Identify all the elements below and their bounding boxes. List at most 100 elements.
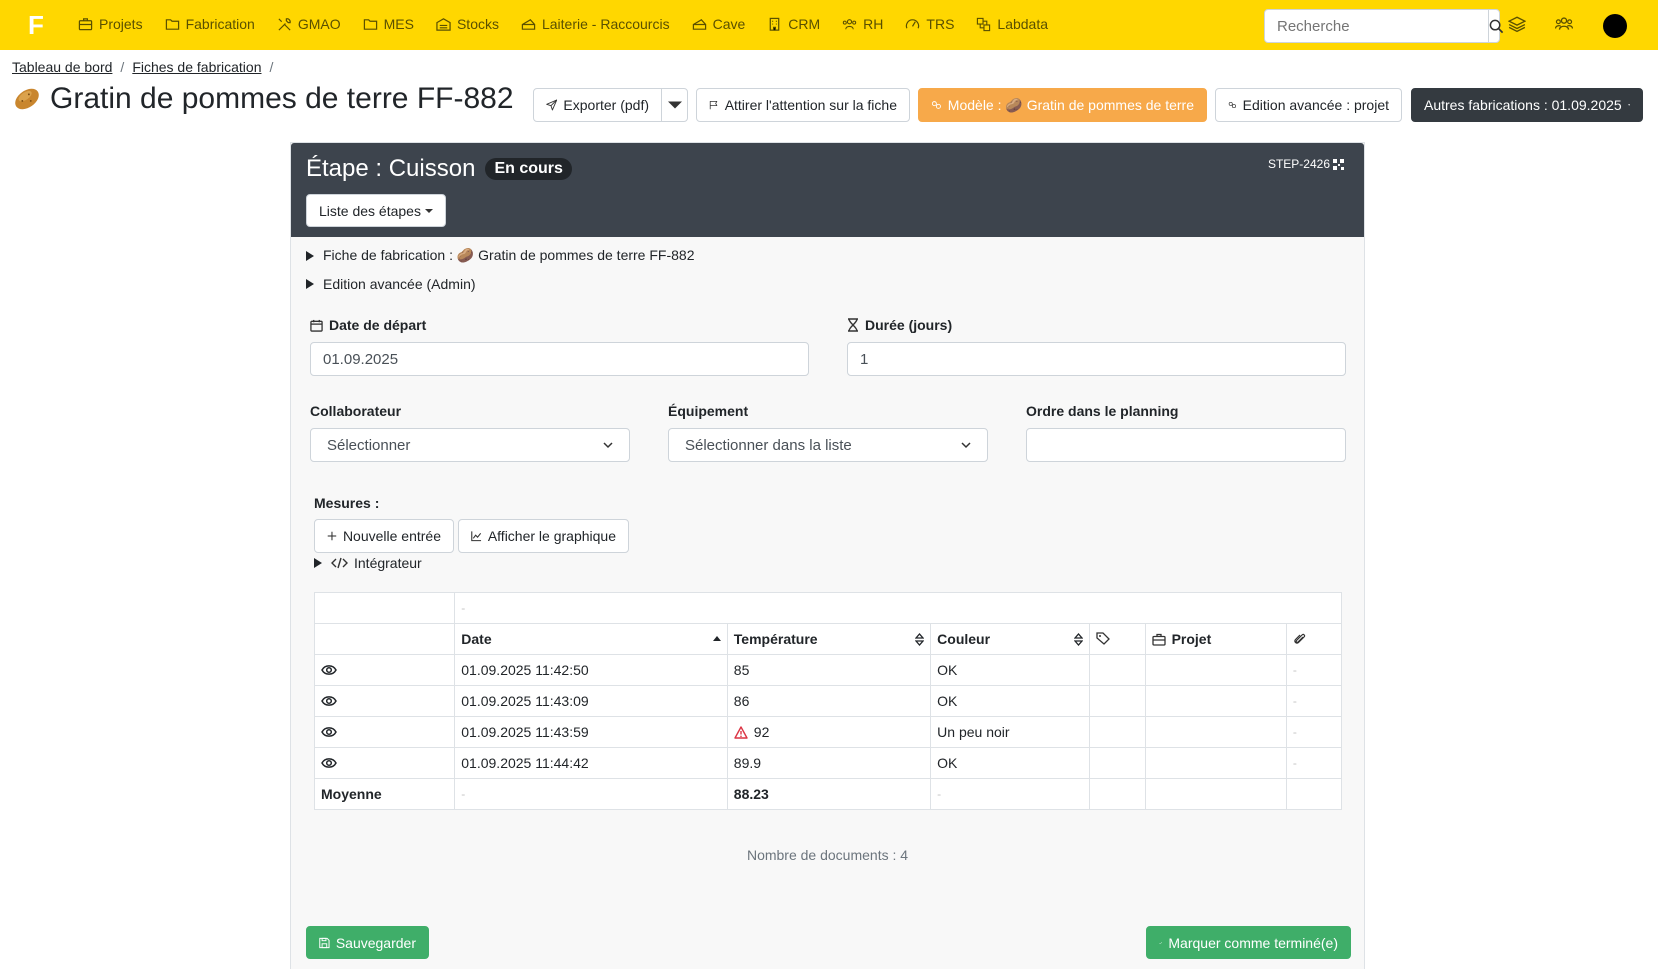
equipment-value: Sélectionner dans la liste <box>685 436 852 454</box>
row-date: 01.09.2025 11:44:42 <box>454 747 728 779</box>
steps-list-label: Liste des étapes <box>319 202 421 219</box>
column-header-label: Température <box>733 631 818 647</box>
measures-table: - Date Température Couleur Projet 01.09.… <box>313 592 1343 810</box>
nav-item-laiterie-raccourcis[interactable]: Laiterie - Raccourcis <box>521 16 670 32</box>
view-row-button[interactable] <box>313 747 456 779</box>
integrator-details[interactable]: Intégrateur <box>314 555 422 571</box>
layers-icon[interactable] <box>1508 15 1526 33</box>
row-color: OK <box>930 654 1091 686</box>
nav-item-label: Fabrication <box>185 16 255 32</box>
equipment-select[interactable]: Sélectionner dans la liste <box>668 428 988 462</box>
equipment-label: Équipement <box>668 403 749 419</box>
qrcode-icon <box>1333 158 1344 170</box>
breadcrumb-sheets[interactable]: Fiches de fabrication <box>132 59 262 75</box>
nav-menu: Projets Fabrication GMAO MES Stocks Laiterie … <box>78 0 1070 48</box>
show-chart-button[interactable]: Afficher le graphique <box>458 519 629 553</box>
search-box <box>1264 9 1504 43</box>
nav-item-trs[interactable]: TRS <box>905 16 954 32</box>
breadcrumb-dashboard[interactable]: Tableau de bord <box>12 59 113 75</box>
save-label: Sauvegarder <box>335 934 416 951</box>
row-temperature: 89.9 <box>726 747 932 779</box>
column-header-color[interactable]: Couleur <box>930 623 1091 655</box>
nav-item-cave[interactable]: Cave <box>692 16 745 32</box>
app-logo[interactable]: F <box>28 9 44 40</box>
page-title: Gratin de pommes de terre FF-882 <box>12 82 514 116</box>
other-fabrications-dropdown[interactable]: Autres fabrications : 01.09.2025 <box>1411 88 1643 122</box>
planning-order-input[interactable] <box>1026 428 1346 462</box>
paperclip-icon <box>1294 633 1305 644</box>
duration-input[interactable]: 1 <box>847 342 1346 376</box>
start-date-input[interactable]: 01.09.2025 <box>310 342 809 376</box>
documents-count: Nombre de documents : 4 <box>746 847 909 863</box>
send-icon <box>546 99 558 111</box>
nav-item-gmao[interactable]: GMAO <box>277 16 341 32</box>
row-temperature-value: 85 <box>733 662 750 678</box>
mark-done-button[interactable]: Marquer comme terminé(e) <box>1146 926 1351 959</box>
row-project <box>1144 747 1287 779</box>
nav-item-stocks[interactable]: Stocks <box>436 16 499 32</box>
table-filter-cell: - <box>454 592 1342 624</box>
flag-attention-button[interactable]: Attirer l'attention sur la fiche <box>696 88 910 122</box>
line-chart-icon <box>471 531 482 542</box>
nav-item-projets[interactable]: Projets <box>78 16 143 32</box>
measures-title: Mesures : <box>314 495 380 511</box>
search-button[interactable] <box>1488 10 1504 42</box>
code-icon <box>331 557 348 569</box>
folder-icon <box>363 18 377 30</box>
breadcrumb-separator: / <box>269 59 274 75</box>
steps-list-dropdown[interactable]: Liste des étapes <box>306 194 446 227</box>
column-header-temperature[interactable]: Température <box>726 623 932 655</box>
search-input[interactable] <box>1265 10 1488 42</box>
column-header-project: Projet <box>1144 623 1287 655</box>
link-icon <box>1228 101 1236 109</box>
building-icon <box>769 17 780 31</box>
flag-icon <box>709 100 718 110</box>
step-id[interactable]: STEP-2426 <box>1268 157 1344 171</box>
nav-item-rh[interactable]: RH <box>842 16 883 32</box>
table-row: 01.09.2025 11:44:42 89.9 OK - <box>313 747 1343 779</box>
briefcase-icon <box>1151 633 1166 646</box>
new-entry-button[interactable]: Nouvelle entrée <box>314 519 454 553</box>
hourglass-icon <box>848 318 858 332</box>
export-pdf-label: Exporter (pdf) <box>563 97 649 113</box>
row-tags <box>1089 716 1146 748</box>
save-icon <box>319 937 330 948</box>
model-label: Modèle : 🥔 Gratin de pommes de terre <box>947 96 1194 113</box>
breadcrumb-separator: / <box>120 59 125 75</box>
export-pdf-button[interactable]: Exporter (pdf) <box>533 88 662 122</box>
sort-icon <box>1074 632 1084 646</box>
new-entry-label: Nouvelle entrée <box>342 528 441 544</box>
plus-icon <box>327 531 337 541</box>
eye-icon <box>321 665 337 675</box>
column-header-label: Date <box>461 631 492 647</box>
model-button[interactable]: Modèle : 🥔 Gratin de pommes de terre <box>918 88 1207 122</box>
nav-item-label: CRM <box>788 16 821 32</box>
nav-item-fabrication[interactable]: Fabrication <box>165 16 255 32</box>
view-row-button[interactable] <box>313 685 456 717</box>
mark-done-label: Marquer comme terminé(e) <box>1168 934 1338 951</box>
export-dropdown-toggle[interactable] <box>661 88 688 122</box>
nav-item-labdata[interactable]: Labdata <box>976 16 1048 32</box>
fabrication-sheet-details[interactable]: Fiche de fabrication : 🥔 Gratin de pomme… <box>306 247 694 264</box>
collaborator-label: Collaborateur <box>310 403 402 419</box>
team-icon[interactable] <box>1555 15 1573 33</box>
collaborator-select[interactable]: Sélectionner <box>310 428 630 462</box>
user-avatar[interactable] <box>1603 14 1627 38</box>
view-row-button[interactable] <box>313 716 456 748</box>
advanced-edit-project-button[interactable]: Edition avancée : projet <box>1215 88 1402 122</box>
row-temperature-value: 92 <box>753 724 770 740</box>
nav-item-label: Labdata <box>997 16 1049 32</box>
flag-attention-label: Attirer l'attention sur la fiche <box>724 97 897 113</box>
start-date-label-text: Date de départ <box>329 317 427 333</box>
save-button[interactable]: Sauvegarder <box>306 926 429 959</box>
expand-triangle-icon <box>306 279 314 289</box>
chevron-down-icon <box>961 442 971 449</box>
view-row-button[interactable] <box>313 654 456 686</box>
column-header-date[interactable]: Date <box>454 623 728 655</box>
nav-item-crm[interactable]: CRM <box>767 16 820 32</box>
admin-edit-details[interactable]: Edition avancée (Admin) <box>306 276 476 292</box>
nav-item-label: GMAO <box>297 16 341 32</box>
table-average-row: Moyenne - 88.23 - <box>313 778 1343 810</box>
nav-item-mes[interactable]: MES <box>363 16 414 32</box>
eye-icon <box>321 696 337 706</box>
